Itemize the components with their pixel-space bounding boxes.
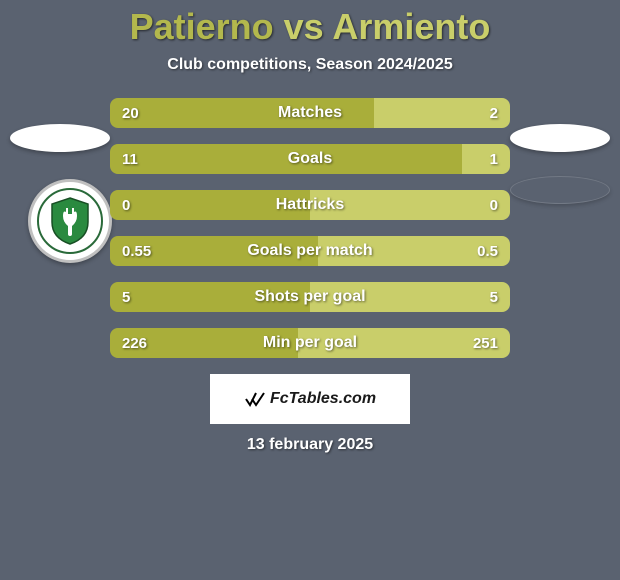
branding-box: FcTables.com <box>210 374 410 424</box>
stat-value-left: 0 <box>122 190 130 220</box>
comparison-title: Patierno vs Armiento <box>0 6 620 48</box>
stat-row: Goals111 <box>110 144 510 174</box>
stat-value-left: 11 <box>122 144 138 174</box>
stat-value-left: 20 <box>122 98 139 128</box>
branding-text: FcTables.com <box>270 390 376 408</box>
stat-value-left: 0.55 <box>122 236 151 266</box>
stat-value-right: 0 <box>490 190 498 220</box>
right-player-oval-2 <box>510 176 610 204</box>
subtitle: Club competitions, Season 2024/2025 <box>0 56 620 74</box>
stat-value-right: 0.5 <box>477 236 498 266</box>
stat-label: Hattricks <box>110 190 510 220</box>
stat-value-left: 226 <box>122 328 147 358</box>
infographic-container: Patierno vs Armiento Club competitions, … <box>0 0 620 580</box>
stat-label: Matches <box>110 98 510 128</box>
stat-row: Matches20 2 <box>110 98 510 128</box>
stat-value-right: 5 <box>490 282 498 312</box>
stat-row: Goals per match0.55 0.5 <box>110 236 510 266</box>
club-badge <box>28 179 112 263</box>
player-left-name: Patierno <box>130 6 274 47</box>
stats-bars: Matches202Goals111Hattricks00Goals per m… <box>110 98 510 358</box>
vs-text: vs <box>274 6 333 47</box>
date-text: 13 february 2025 <box>0 436 620 454</box>
stat-value-left: 5 <box>122 282 130 312</box>
stat-value-right: 251 <box>473 328 498 358</box>
stat-value-right: 2 <box>490 98 498 128</box>
player-right-name: Armiento <box>332 6 490 47</box>
stat-row: Min per goal226 251 <box>110 328 510 358</box>
stat-row: Shots per goal5 5 <box>110 282 510 312</box>
stat-value-right: 1 <box>490 144 498 174</box>
stat-row: Hattricks0 0 <box>110 190 510 220</box>
left-player-oval <box>10 124 110 152</box>
stat-label: Goals per match <box>110 236 510 266</box>
right-player-oval-1 <box>510 124 610 152</box>
stat-label: Goals <box>110 144 510 174</box>
stat-label: Shots per goal <box>110 282 510 312</box>
branding-check-icon <box>244 391 266 407</box>
club-badge-shield-icon <box>48 196 92 246</box>
stat-label: Min per goal <box>110 328 510 358</box>
